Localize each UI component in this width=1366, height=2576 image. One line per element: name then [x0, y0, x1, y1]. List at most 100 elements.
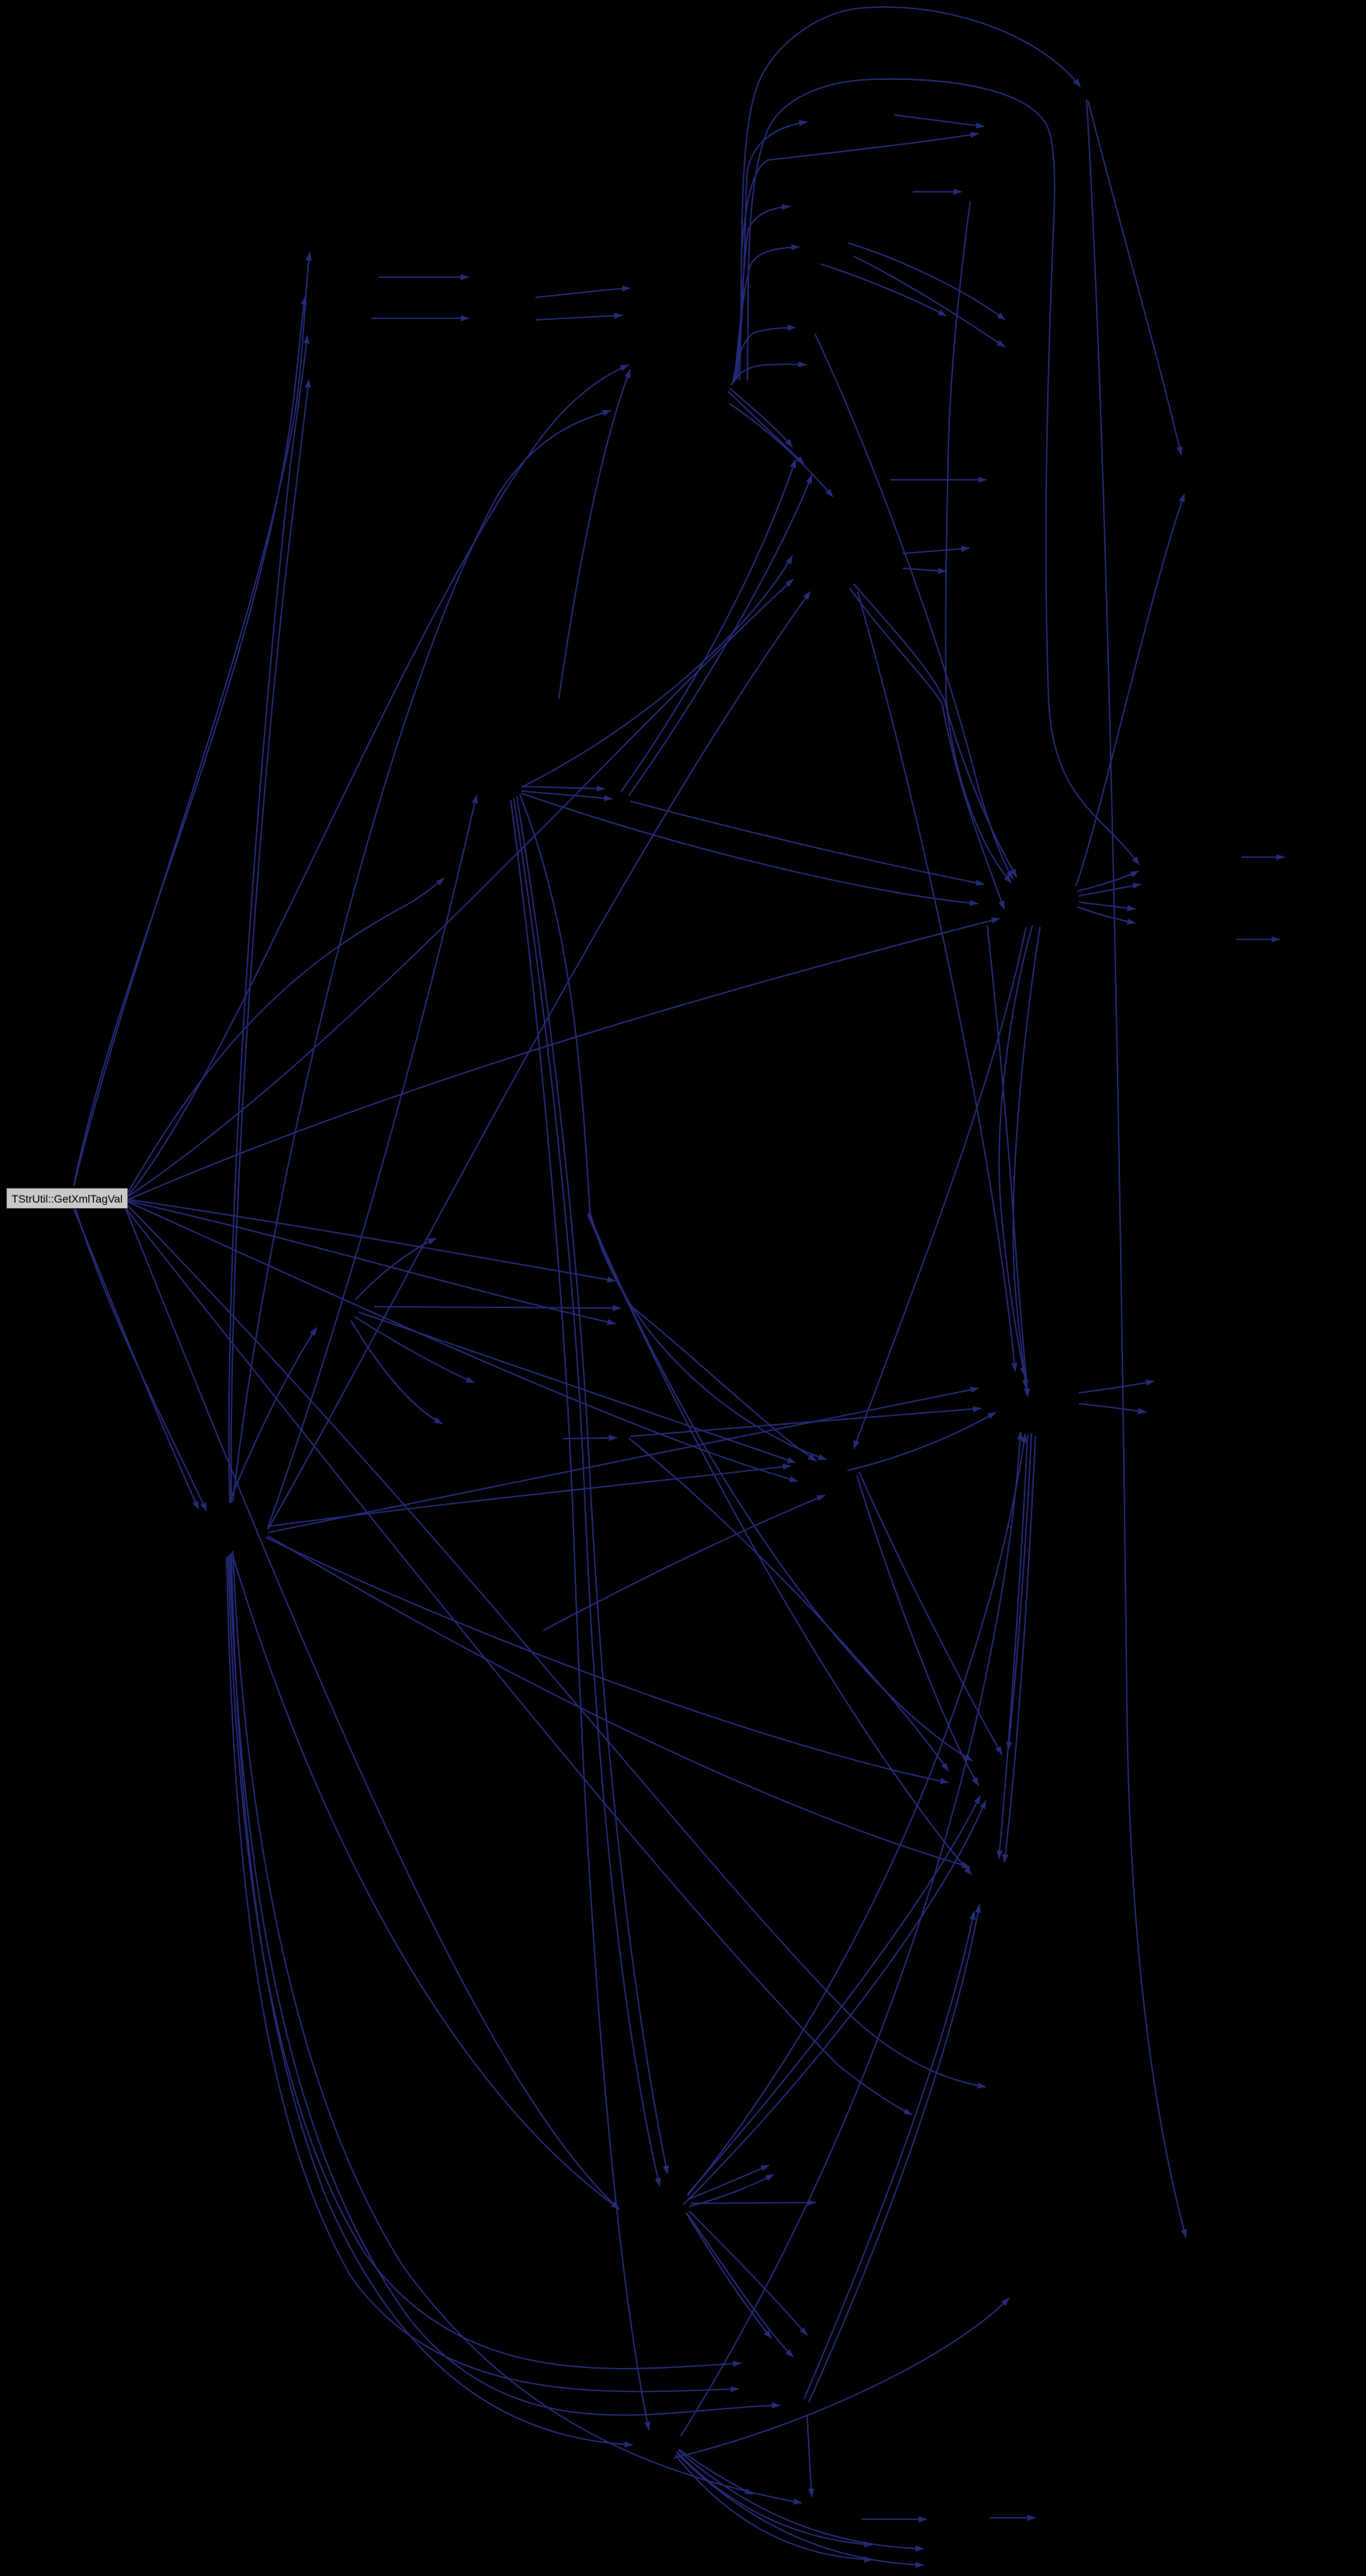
graph-edge: [632, 1307, 817, 1462]
graph-edge: [519, 794, 827, 1460]
graph-edge: [510, 799, 650, 2431]
graph-edge: [232, 1550, 803, 2505]
graph-edge: [998, 925, 1033, 1377]
graph-edge: [1078, 1379, 1155, 1394]
graph-edge: [727, 391, 805, 465]
graph-edge: [1012, 926, 1041, 1389]
graph-edge: [1002, 1436, 1036, 1863]
graph-edge: [853, 583, 1018, 878]
graph-edge: [1006, 1432, 1032, 1751]
graph-edge: [267, 794, 478, 1529]
graph-edge: [687, 1433, 1028, 2196]
graph-edge: [803, 1911, 976, 2400]
graph-edge: [945, 201, 1012, 884]
graph-edge: [628, 474, 813, 797]
graph-edge: [588, 1212, 973, 1762]
graph-node-root[interactable]: TStrUtil::GetXmlTagVal: [6, 1188, 128, 1209]
graph-edge: [856, 1474, 979, 1786]
graph-edge: [730, 361, 807, 386]
graph-edge: [562, 1435, 618, 1442]
graph-edge: [893, 114, 985, 129]
graph-edge: [127, 578, 794, 1197]
graph-edge: [125, 1203, 986, 2089]
graph-edge: [1087, 100, 1183, 456]
graph-edge: [853, 255, 1006, 348]
graph-edge: [682, 1800, 986, 2206]
graph-edge: [73, 1208, 199, 1510]
graph-edge: [513, 797, 661, 2187]
graph-edge: [229, 1327, 317, 1502]
graph-edge: [1077, 906, 1136, 925]
graph-edge: [230, 379, 311, 1504]
graph-edge: [127, 364, 629, 1196]
graph-edge: [587, 1213, 972, 1876]
graph-edge: [733, 244, 800, 383]
graph-edge: [687, 1795, 981, 2195]
graph-edge: [358, 1311, 796, 1463]
graph-edge: [126, 917, 1000, 1201]
graph-edge: [123, 1206, 913, 2116]
graph-edge: [678, 2449, 924, 2552]
graph-edge: [73, 296, 307, 1187]
graph-edge: [229, 1554, 781, 2416]
graph-edge: [814, 333, 1014, 880]
graph-edge: [73, 252, 312, 1187]
graph-edge: [687, 2213, 794, 2358]
graph-edge: [231, 1552, 633, 2448]
graph-edge: [127, 1200, 616, 1325]
graph-edge: [996, 1434, 1028, 1859]
graph-edge: [227, 1555, 742, 2369]
graph-edge: [1078, 1403, 1147, 1415]
graph-edge: [674, 2454, 873, 2563]
graph-edge: [516, 796, 669, 2175]
graph-edge: [678, 2449, 754, 2495]
graph-edge: [986, 925, 1031, 1397]
graph-edge: [806, 2415, 815, 2498]
graph-edge: [75, 1207, 207, 1512]
graph-edge: [739, 6, 1081, 381]
graph-edge: [350, 1320, 443, 1425]
graph-edge: [355, 1238, 437, 1300]
graph-edge: [265, 1536, 949, 1784]
graph-edge: [729, 387, 793, 448]
graph-edge: [1075, 493, 1185, 887]
graph-edge: [1078, 883, 1142, 897]
graph-edge: [354, 1316, 475, 1383]
graph-edge: [808, 1904, 982, 2403]
graph-edge: [123, 1204, 620, 2210]
graph-node-root-label: TStrUtil::GetXmlTagVal: [12, 1192, 123, 1205]
graph-edge: [676, 2453, 924, 2568]
graph-edge: [629, 1406, 982, 1437]
graph-edge: [629, 800, 985, 886]
graph-edge: [847, 1411, 997, 1471]
graph-edge: [127, 1199, 616, 1283]
graph-edge: [737, 120, 808, 380]
graph-edge: [521, 785, 605, 792]
graph-edge: [673, 2297, 1010, 2459]
graph-edge: [857, 591, 1018, 1372]
graph-edge: [848, 242, 1006, 321]
graph-edge: [228, 335, 310, 1504]
graph-edge: [267, 1387, 979, 1533]
graph-edge: [535, 312, 623, 321]
graph-edge: [267, 1535, 971, 1868]
graph-edge: [853, 926, 1027, 1449]
graph-edge: [849, 588, 1005, 910]
graph-edge: [232, 1555, 620, 2210]
graph-edge: [267, 1463, 792, 1527]
graph-edge: [521, 790, 613, 801]
graph-edge: [902, 568, 947, 575]
graph-edge: [1078, 901, 1136, 911]
graph-edge: [747, 78, 1140, 866]
graph-edge: [685, 2212, 772, 2339]
graph-edge: [740, 131, 979, 257]
graph-edge: [620, 459, 796, 793]
graph-edge: [820, 263, 947, 317]
graph-edge: [688, 2174, 775, 2207]
graph-edge: [729, 403, 834, 498]
graph-edge: [680, 1431, 1024, 2437]
graph-edge: [521, 555, 793, 788]
graph-edge: [858, 1471, 1003, 1755]
